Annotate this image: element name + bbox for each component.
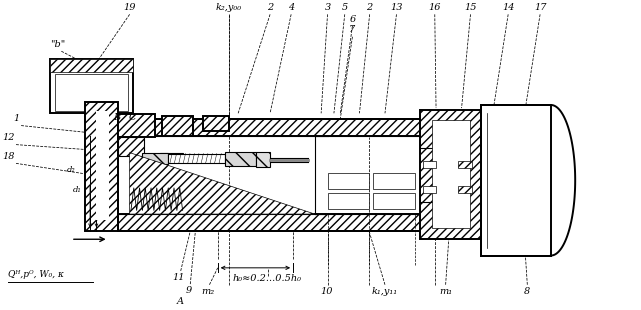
Bar bbox=[328, 193, 369, 210]
Bar bbox=[420, 110, 481, 239]
Bar bbox=[423, 161, 436, 168]
Bar bbox=[458, 161, 472, 168]
Bar bbox=[423, 186, 436, 193]
Text: C: C bbox=[129, 113, 137, 122]
Bar bbox=[203, 116, 229, 131]
Bar bbox=[160, 153, 183, 159]
Bar bbox=[374, 173, 415, 189]
Text: 8: 8 bbox=[524, 287, 531, 296]
Bar bbox=[118, 137, 144, 156]
Text: B: B bbox=[113, 113, 121, 122]
Text: 1: 1 bbox=[13, 114, 19, 123]
Text: k₂,y₀₀: k₂,y₀₀ bbox=[215, 3, 242, 12]
Bar bbox=[328, 173, 369, 189]
Bar bbox=[50, 59, 133, 72]
Text: 17: 17 bbox=[534, 3, 546, 12]
Bar bbox=[226, 152, 256, 166]
Bar bbox=[85, 102, 118, 231]
Text: 10: 10 bbox=[320, 287, 333, 296]
Text: Qᴴ,pᴼ, W₀, κ: Qᴴ,pᴼ, W₀, κ bbox=[8, 270, 64, 279]
Text: 14: 14 bbox=[502, 3, 515, 12]
Bar bbox=[162, 116, 194, 136]
Text: 2: 2 bbox=[267, 3, 273, 12]
Text: 5: 5 bbox=[342, 3, 348, 12]
Text: 9: 9 bbox=[186, 286, 192, 295]
Text: 12: 12 bbox=[2, 134, 15, 143]
Text: 11: 11 bbox=[172, 273, 185, 282]
Text: d₂: d₂ bbox=[67, 166, 75, 174]
Bar bbox=[256, 152, 270, 167]
Bar bbox=[96, 111, 109, 220]
Text: 3: 3 bbox=[324, 3, 331, 12]
Bar bbox=[142, 153, 168, 164]
Text: 16: 16 bbox=[429, 3, 441, 12]
Bar bbox=[55, 74, 128, 111]
Bar bbox=[118, 119, 468, 136]
Text: 7: 7 bbox=[349, 25, 356, 34]
Text: h₀≈0.2...0.5h₀: h₀≈0.2...0.5h₀ bbox=[233, 274, 302, 283]
Text: "b": "b" bbox=[51, 40, 66, 49]
Text: 4: 4 bbox=[288, 3, 294, 12]
Text: m₁: m₁ bbox=[439, 287, 452, 296]
Text: A: A bbox=[177, 297, 184, 306]
Text: 13: 13 bbox=[390, 3, 403, 12]
Text: k₁,y₁₁: k₁,y₁₁ bbox=[372, 287, 398, 296]
Bar bbox=[431, 120, 470, 228]
Bar bbox=[481, 105, 551, 255]
Bar bbox=[118, 114, 155, 137]
Text: 6: 6 bbox=[349, 15, 356, 24]
Text: d₁: d₁ bbox=[73, 186, 81, 194]
Bar bbox=[118, 214, 468, 231]
Bar bbox=[374, 193, 415, 210]
Text: 2: 2 bbox=[367, 3, 373, 12]
Bar bbox=[458, 186, 472, 193]
Text: 19: 19 bbox=[123, 3, 136, 12]
Bar bbox=[50, 59, 133, 113]
Bar bbox=[168, 153, 226, 163]
Text: 15: 15 bbox=[464, 3, 477, 12]
Text: m₂: m₂ bbox=[201, 287, 215, 296]
Text: 18: 18 bbox=[2, 152, 15, 161]
Polygon shape bbox=[129, 153, 315, 214]
